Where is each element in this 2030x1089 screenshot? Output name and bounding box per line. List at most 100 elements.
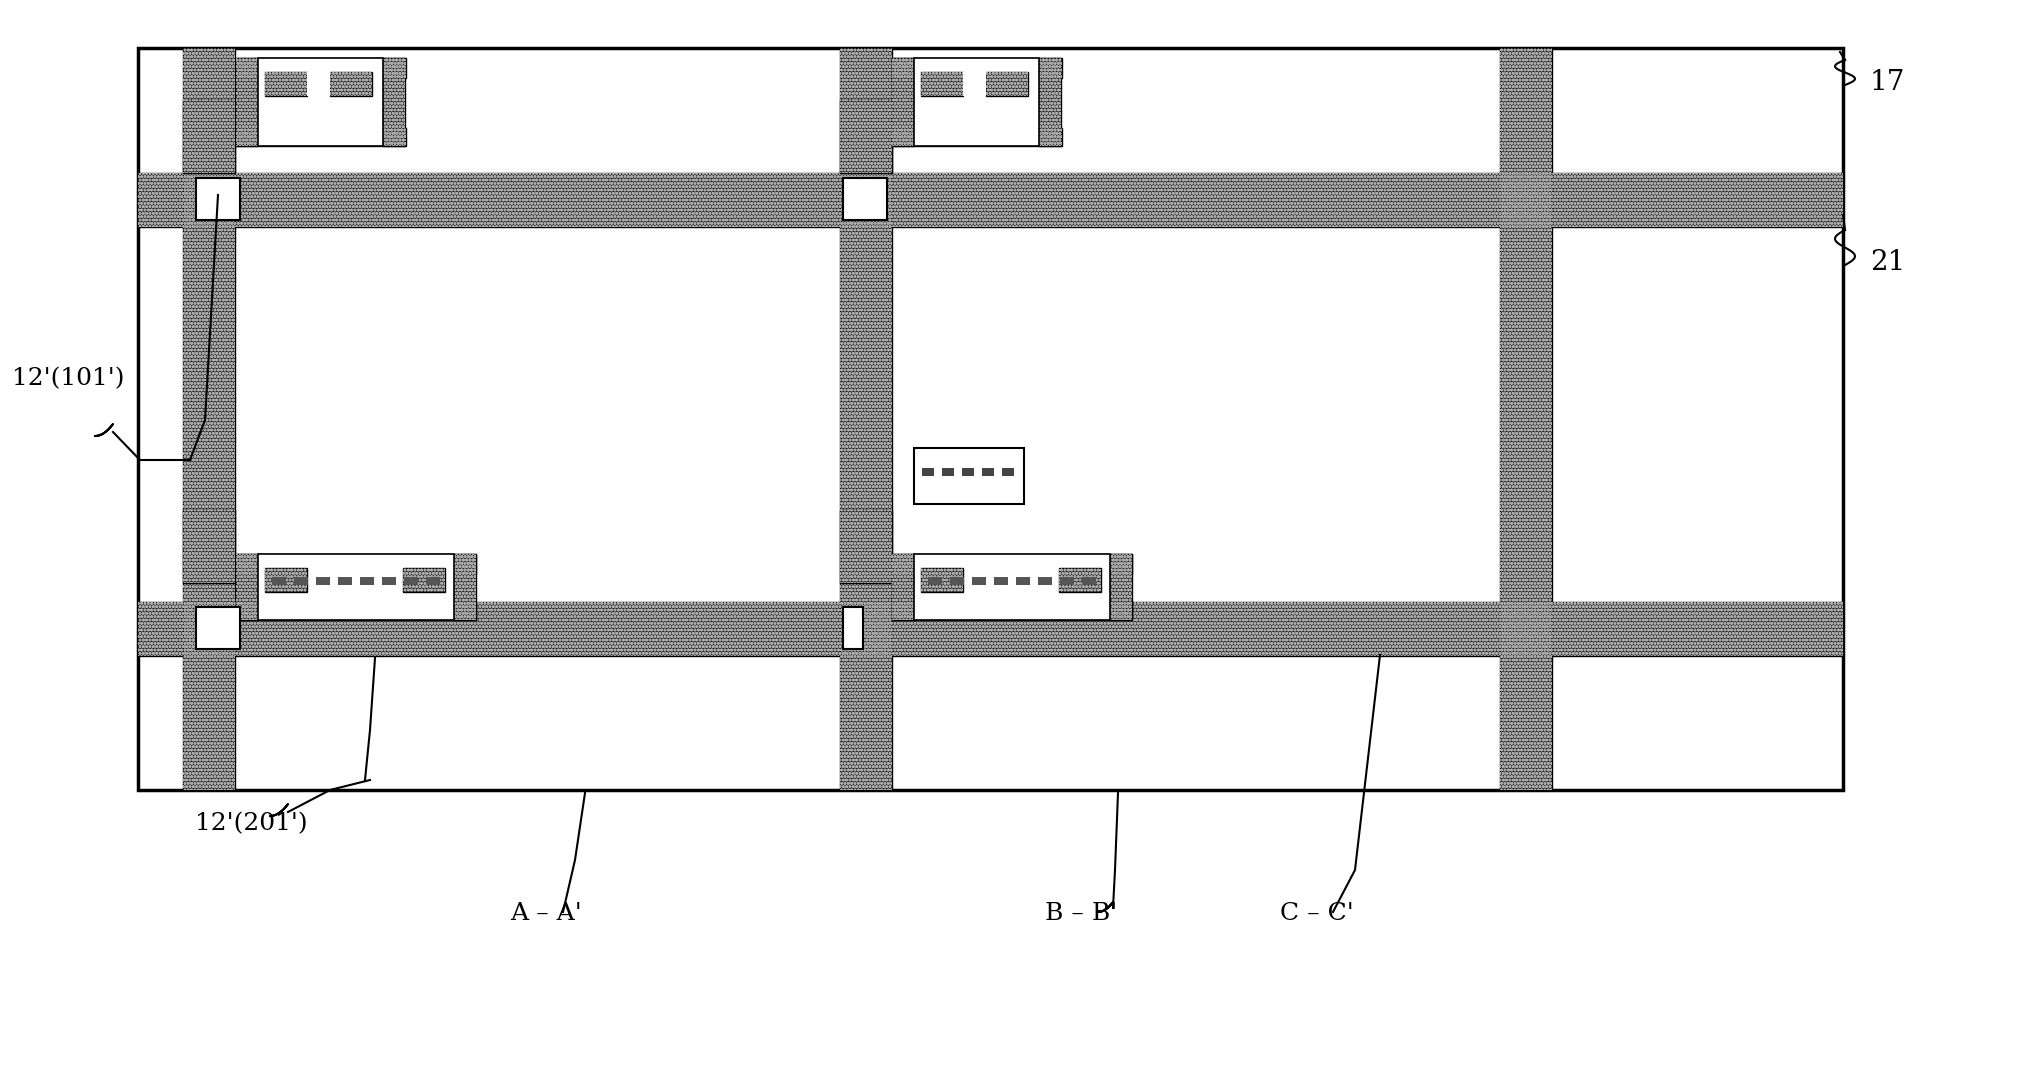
Bar [1039,58,1062,146]
Bar [922,72,962,96]
Bar [842,178,887,220]
Bar [266,568,307,592]
Bar [235,602,475,620]
Bar [235,129,406,146]
Bar [272,577,286,585]
Text: 12'(201'): 12'(201') [195,812,309,835]
Text: 17: 17 [1870,69,1906,96]
Bar [1060,568,1100,592]
Bar [294,577,309,585]
Bar [840,100,891,173]
Bar [972,577,987,585]
Bar [235,554,475,574]
Bar [942,468,954,476]
Bar [891,554,914,620]
Bar [922,72,962,96]
Text: A – A': A – A' [510,902,583,925]
Bar [962,468,974,476]
Bar [891,58,1062,78]
Bar [840,48,891,790]
Bar [840,510,891,583]
Bar [1037,577,1052,585]
Bar [138,48,1843,790]
Bar [235,554,475,574]
Bar [384,58,406,146]
Bar [1003,468,1015,476]
Bar [1060,568,1100,592]
Bar [235,554,258,620]
Bar [962,72,987,96]
Bar [922,568,962,592]
Bar [183,100,235,173]
Bar [1039,58,1062,146]
Bar [138,173,1843,227]
Bar [317,577,331,585]
Bar [235,58,406,78]
Bar [842,607,863,649]
Bar [197,607,240,649]
Bar [235,602,475,620]
Bar [891,554,914,620]
Bar [891,554,1133,574]
Bar [183,48,235,790]
Text: B – B': B – B' [1045,902,1116,925]
Bar [235,554,258,620]
Bar [1110,554,1133,620]
Bar [331,72,371,96]
Bar [183,100,235,173]
Bar [382,577,396,585]
Bar [1015,577,1029,585]
Bar [183,48,235,790]
Bar [983,468,995,476]
Bar [235,58,258,146]
Bar [914,58,1039,146]
Bar [914,554,1110,620]
Bar [891,129,1062,146]
Bar [891,602,1133,620]
Bar [455,554,475,620]
Bar [138,602,1843,656]
Bar [258,554,455,620]
Bar [266,568,307,592]
Bar [455,554,475,620]
Bar [404,577,418,585]
Bar [928,577,942,585]
Bar [891,58,1062,78]
Bar [1060,577,1074,585]
Bar [266,72,307,96]
Bar [1082,577,1096,585]
Bar [235,58,406,78]
Text: 12'(101'): 12'(101') [12,367,124,390]
Bar [891,58,914,146]
Bar [258,58,384,146]
Bar [891,554,1133,574]
Bar [183,510,235,583]
Bar [307,72,331,96]
Bar [1110,554,1133,620]
Bar [384,58,406,146]
Bar [1500,48,1553,790]
Bar [987,72,1027,96]
Bar [404,568,445,592]
Bar [339,577,351,585]
Bar [840,510,891,583]
Bar [266,72,307,96]
Bar [359,577,374,585]
Bar [1500,48,1553,790]
Bar [995,577,1009,585]
Bar [891,58,914,146]
Bar [922,568,962,592]
Bar [138,173,1843,227]
Bar [987,72,1027,96]
Bar [331,72,371,96]
Bar [138,602,1843,656]
Bar [235,58,258,146]
Text: 21: 21 [1870,249,1906,276]
Bar [950,577,964,585]
Bar [426,577,441,585]
Bar [840,48,891,790]
Text: C – C': C – C' [1281,902,1354,925]
Bar [840,100,891,173]
Bar [914,448,1023,504]
Bar [404,568,445,592]
